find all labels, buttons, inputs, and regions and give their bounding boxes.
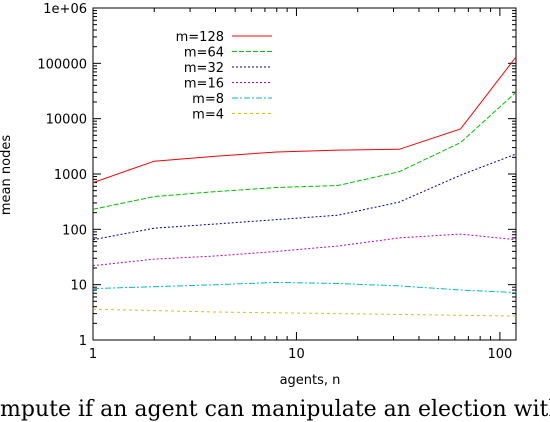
legend-label: m=8 xyxy=(192,92,224,107)
plot-border xyxy=(92,7,517,341)
x-axis-title: agents, n xyxy=(280,373,341,388)
y-tick-label: 10000 xyxy=(46,113,87,128)
y-tick-label: 100 xyxy=(62,223,87,238)
legend-label: m=4 xyxy=(192,108,224,123)
series-line-m-128 xyxy=(92,56,517,184)
axis-ticks: 1 10 100 1 10 100 1000 10000 100000 1e+06 xyxy=(37,2,516,362)
y-axis-title: mean nodes xyxy=(0,135,14,215)
series-line-m-8 xyxy=(92,281,517,294)
y-tick-label: 1e+06 xyxy=(43,2,87,17)
series-line-m-4 xyxy=(92,308,517,317)
legend-label: m=32 xyxy=(184,61,224,76)
y-tick-label: 1 xyxy=(79,334,87,349)
y-tick-label: 100000 xyxy=(37,57,87,72)
x-tick-label: 1 xyxy=(89,347,97,362)
caption-text: mpute if an agent can manipulate an elec… xyxy=(0,398,550,422)
x-tick-label: 10 xyxy=(288,347,305,362)
legend-label: m=128 xyxy=(176,30,224,45)
series-line-m-64 xyxy=(92,91,517,210)
legend-label: m=64 xyxy=(184,46,224,61)
legend-label: m=16 xyxy=(184,77,224,92)
y-tick-label: 1000 xyxy=(54,168,87,183)
y-tick-label: 10 xyxy=(70,279,87,294)
series-line-m-32 xyxy=(92,153,517,241)
series-line-m-16 xyxy=(92,233,517,267)
series-lines xyxy=(92,56,517,317)
plot-frame xyxy=(92,7,517,341)
x-tick-label: 100 xyxy=(487,347,512,362)
